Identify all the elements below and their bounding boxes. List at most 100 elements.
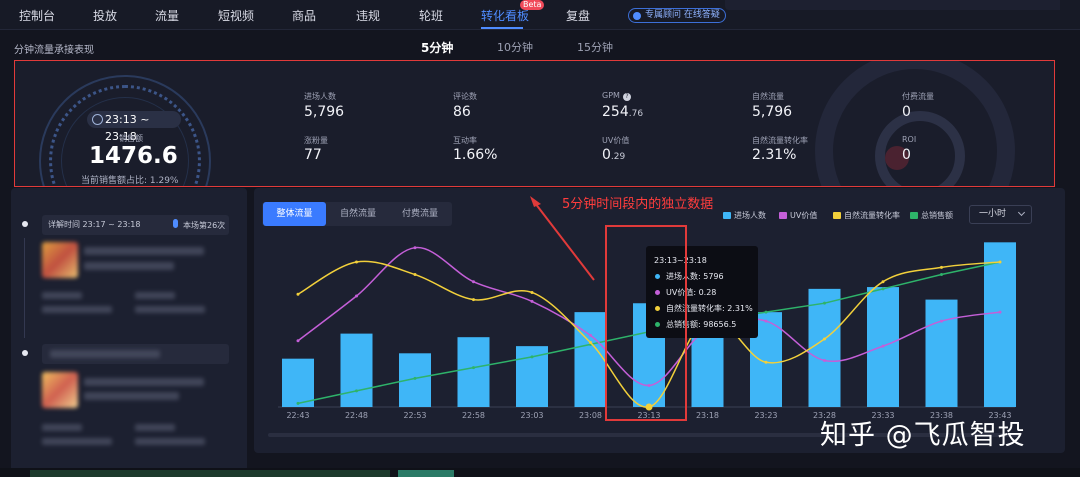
point-uv-value xyxy=(881,344,885,348)
product-stat-blurred xyxy=(42,424,82,431)
arrow-head xyxy=(530,196,541,207)
product-stat-blurred xyxy=(42,292,82,299)
metric-value: 254.76 xyxy=(602,104,643,120)
nav-item-traffic[interactable]: 流量 xyxy=(155,9,180,23)
legend-swatch xyxy=(833,212,841,219)
legend-label: 自然流量转化率 xyxy=(844,211,900,220)
tooltip-label: UV价值 xyxy=(666,288,694,297)
bottom-tab xyxy=(30,470,390,477)
interval-5min[interactable]: 5分钟 xyxy=(421,41,454,55)
tab-overall-traffic[interactable]: 整体流量 xyxy=(263,202,326,226)
explain-header[interactable] xyxy=(42,215,229,235)
point-natural-conversion xyxy=(823,337,826,341)
help-icon[interactable]: ? xyxy=(622,93,631,101)
range-select[interactable]: 一小时 xyxy=(969,205,1032,224)
point-uv-value xyxy=(589,333,592,337)
interval-15min[interactable]: 15分钟 xyxy=(577,41,613,54)
legend-item[interactable]: 总销售额 xyxy=(910,210,953,221)
tooltip-row: UV价值: 0.28 xyxy=(666,288,717,297)
legend-item[interactable]: 自然流量转化率 xyxy=(833,210,900,221)
consult-label: 专属顾问 在线答疑 xyxy=(645,10,720,20)
product-thumbnail[interactable] xyxy=(42,242,78,278)
tooltip-title: 23:13~23:18 xyxy=(654,256,707,265)
product-subtitle-blurred xyxy=(84,262,174,270)
point-uv-value xyxy=(998,310,1002,314)
sales-label: 销售额 xyxy=(119,134,143,143)
point-total-sales xyxy=(530,355,534,359)
nav-item-review[interactable]: 复盘 xyxy=(566,9,591,23)
product-stat-blurred xyxy=(135,438,205,445)
consult-button[interactable]: 专属顾问 在线答疑 xyxy=(628,8,726,23)
bottom-tab-active[interactable] xyxy=(398,470,454,477)
legend-item[interactable]: 进场人数 xyxy=(723,210,766,221)
metric-value: 2.31% xyxy=(752,147,797,163)
metric-label: 互动率 xyxy=(453,136,477,145)
point-uv-value xyxy=(296,339,300,343)
point-natural-conversion xyxy=(881,280,885,284)
timeline-dot xyxy=(22,350,28,356)
metric-label: 评论数 xyxy=(453,92,477,101)
nav-item-ads[interactable]: 投放 xyxy=(93,9,118,23)
tooltip-label: 自然流量转化率 xyxy=(666,304,722,313)
tooltip-dot xyxy=(655,306,660,311)
bar-entrants xyxy=(457,337,490,407)
explain-time: 详解时间 23:17 ~ 23:18 xyxy=(48,220,141,229)
uv-decimal: .29 xyxy=(610,152,626,162)
nav-item-conversion-board[interactable]: 转化看板 xyxy=(481,9,530,23)
gpm-decimal: .76 xyxy=(628,109,644,119)
point-uv-value xyxy=(940,319,943,323)
metric-value: 0.29 xyxy=(602,147,625,163)
point-natural-conversion xyxy=(764,360,768,364)
legend-item[interactable]: UV价值 xyxy=(779,210,817,221)
clock-icon xyxy=(92,114,103,125)
tooltip-value: 98656.5 xyxy=(703,320,737,329)
tooltip-dot xyxy=(655,290,660,295)
point-total-sales xyxy=(823,301,826,305)
x-tick-label: 23:13 xyxy=(637,411,660,420)
point-uv-value xyxy=(472,280,475,284)
product-title-blurred xyxy=(84,247,204,255)
tab-paid-traffic[interactable]: 付费流量 xyxy=(401,209,438,219)
tab-natural-traffic[interactable]: 自然流量 xyxy=(339,209,376,219)
highlight-point xyxy=(645,403,653,411)
x-tick-label: 22:43 xyxy=(286,411,309,420)
metric-value: 0 xyxy=(902,147,911,163)
arrow-line xyxy=(534,202,595,281)
tooltip-label: 总销售额 xyxy=(666,320,698,329)
summary-panel: 23:13 ~ 23:18 销售额 1476.6 当前销售额占比: 1.29% … xyxy=(14,60,1055,187)
point-total-sales xyxy=(881,287,885,291)
x-tick-label: 23:23 xyxy=(754,411,777,420)
bar-entrants xyxy=(282,358,314,407)
nav-item-shifts[interactable]: 轮班 xyxy=(419,9,444,23)
x-tick-label: 23:03 xyxy=(520,411,543,420)
metric-label: 付费流量 xyxy=(902,92,934,101)
point-natural-conversion xyxy=(413,273,417,277)
point-total-sales xyxy=(764,310,768,314)
point-natural-conversion xyxy=(296,292,300,296)
metric-label: GPM? xyxy=(602,91,631,101)
x-tick-label: 22:58 xyxy=(462,411,485,420)
nav-item-products[interactable]: 商品 xyxy=(292,9,317,23)
tooltip-value: 2.31% xyxy=(727,304,753,313)
x-tick-label: 22:53 xyxy=(403,411,426,420)
interval-10min[interactable]: 10分钟 xyxy=(497,41,533,54)
product-subtitle-blurred xyxy=(84,392,179,400)
timeline-line xyxy=(24,238,25,338)
beta-badge: Beta xyxy=(520,0,545,10)
metric-label: ROI xyxy=(902,135,917,144)
metric-label: 自然流量 xyxy=(752,92,784,101)
metric-value: 1.66% xyxy=(453,147,498,163)
legend-swatch xyxy=(910,212,918,219)
product-thumbnail[interactable] xyxy=(42,372,78,408)
bottom-bar xyxy=(0,468,1080,477)
explain-time-blurred xyxy=(50,350,160,358)
tooltip-row: 总销售额: 98656.5 xyxy=(666,320,737,329)
decor-ring-right-inner xyxy=(875,111,965,186)
nav-item-short-video[interactable]: 短视频 xyxy=(218,9,255,23)
point-total-sales xyxy=(472,366,475,370)
tooltip-dot xyxy=(655,322,660,327)
nav-item-violations[interactable]: 违规 xyxy=(356,9,381,23)
metric-label: UV价值 xyxy=(602,136,630,145)
nav-item-console[interactable]: 控制台 xyxy=(19,9,56,23)
